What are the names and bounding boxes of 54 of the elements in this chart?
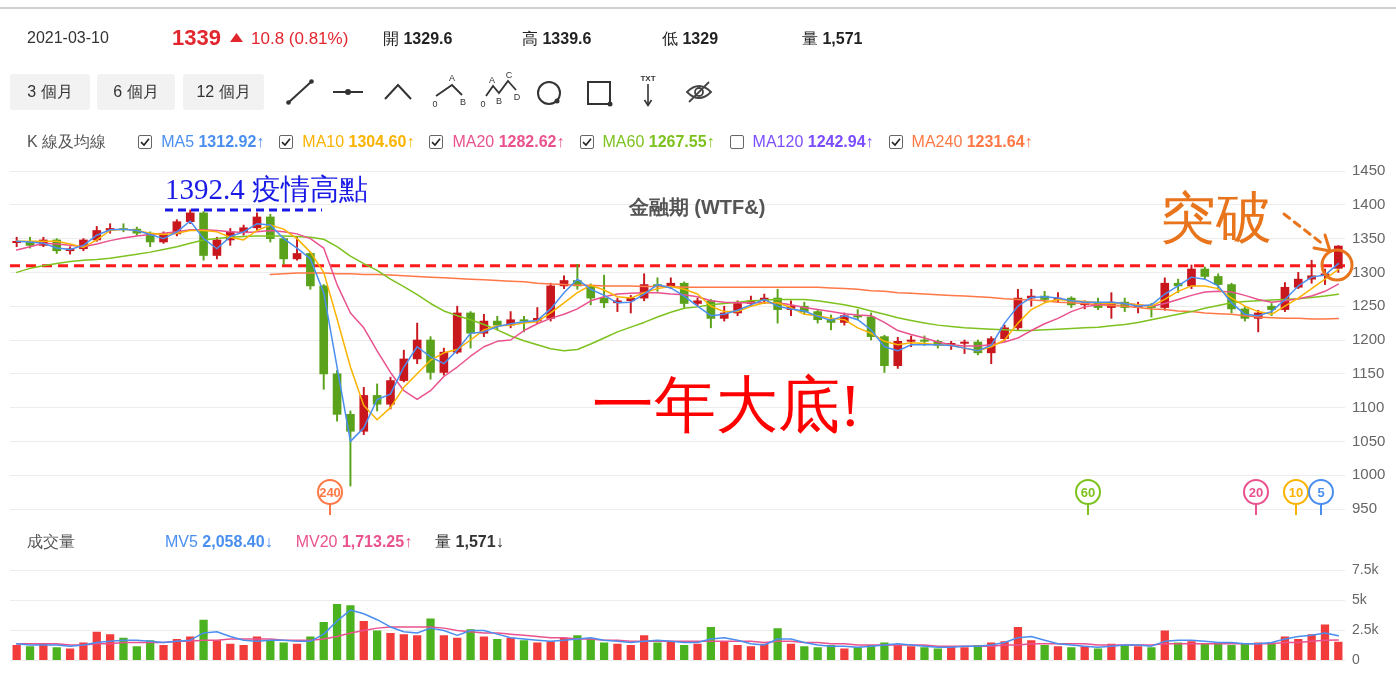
text: 金融期 (WTF&) [627,195,766,218]
legend-title: K 線及均線 [27,131,107,152]
text: MA60 1267.55↑ [602,133,715,150]
text: 開 1329.6 [383,29,453,47]
text: B [495,95,503,106]
text: 1339 [172,25,221,51]
y-tick-label: 1150 [1352,363,1385,381]
legend-title: 成交量 [27,531,75,552]
period-button: 6 個月 [97,74,175,110]
annotation: 5 [1317,484,1325,500]
period-button: 12 個月 [183,74,264,110]
text: TXT [640,73,656,83]
y-tick-label: 1400 [1352,194,1386,212]
text: B [459,96,467,107]
y-tick-label: 950 [1352,499,1378,517]
text: MA240 1231.64↑ [911,133,1033,150]
annotation: 1392.4 疫情高點 [165,172,368,205]
annotation: 20 [1248,484,1264,500]
annotation: 240 [319,484,341,500]
period-button: 3 個月 [10,74,90,110]
text: MA20 1282.62↑ [452,133,565,150]
text: C [505,69,513,80]
text: D [513,91,521,102]
y-tick-label: 0 [1352,651,1360,668]
annotation: 突破 [1160,186,1272,249]
y-tick-label: 1100 [1352,397,1385,415]
y-tick-label: 2.5k [1352,621,1380,638]
text: 量 1,571↓ [435,532,504,550]
text: MA120 1242.94↑ [752,133,874,150]
text: 0 [480,98,486,109]
y-tick-label: 1300 [1352,262,1386,280]
y-tick-label: 1350 [1352,228,1386,246]
text: 10.8 (0.81%) [251,29,349,49]
y-tick-label: 1000 [1352,465,1386,483]
y-tick-label: 1050 [1352,431,1386,449]
y-tick-label: 1450 [1352,161,1386,179]
text: 低 1329 [662,29,719,47]
y-tick-label: 1200 [1352,330,1386,348]
text: MA5 1312.92↑ [161,133,265,150]
text: 0 [432,98,438,109]
y-tick-label: 5k [1352,591,1368,608]
text: MA10 1304.60↑ [302,133,415,150]
annotation: 60 [1080,484,1096,500]
text: MV5 2,058.40↓ [165,533,273,550]
annotation: 一年大底! [592,371,861,440]
text: 量 1,571 [802,29,863,47]
text: 高 1339.6 [522,29,592,47]
y-tick-label: 7.5k [1352,561,1380,578]
text: 2021-03-10 [27,29,109,47]
annotation: 10 [1288,484,1304,500]
text: MV20 1,713.25↑ [295,533,413,550]
text: A [488,74,496,85]
text: A [448,72,456,83]
y-tick-label: 1250 [1352,296,1386,314]
